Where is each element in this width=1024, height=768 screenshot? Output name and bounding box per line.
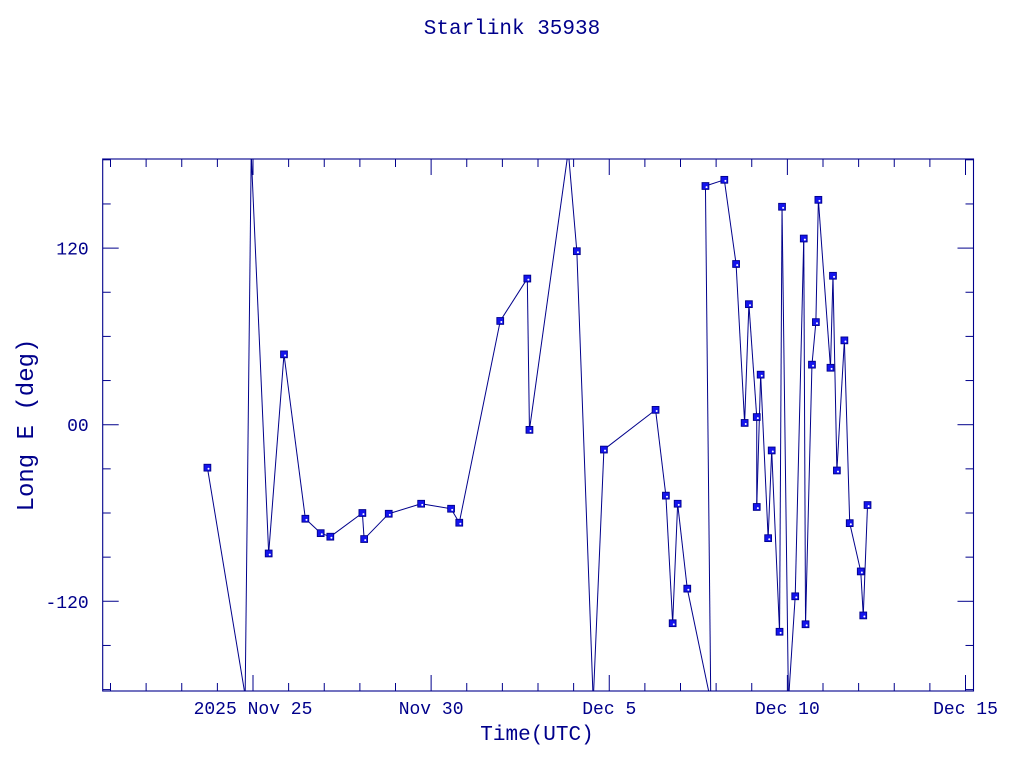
svg-text:Nov 30: Nov 30: [399, 700, 464, 720]
svg-text:Time(UTC): Time(UTC): [480, 724, 593, 747]
svg-text:00: 00: [67, 417, 89, 437]
svg-text:120: 120: [56, 241, 88, 261]
svg-text:2025 Nov 25: 2025 Nov 25: [194, 700, 313, 720]
svg-text:Long E (deg): Long E (deg): [14, 339, 41, 512]
svg-text:Dec 10: Dec 10: [755, 700, 820, 720]
svg-text:Dec 15: Dec 15: [933, 700, 998, 720]
svg-text:Dec 5: Dec 5: [582, 700, 636, 720]
svg-text:Starlink 35938: Starlink 35938: [424, 18, 600, 41]
svg-text:-120: -120: [45, 594, 88, 614]
